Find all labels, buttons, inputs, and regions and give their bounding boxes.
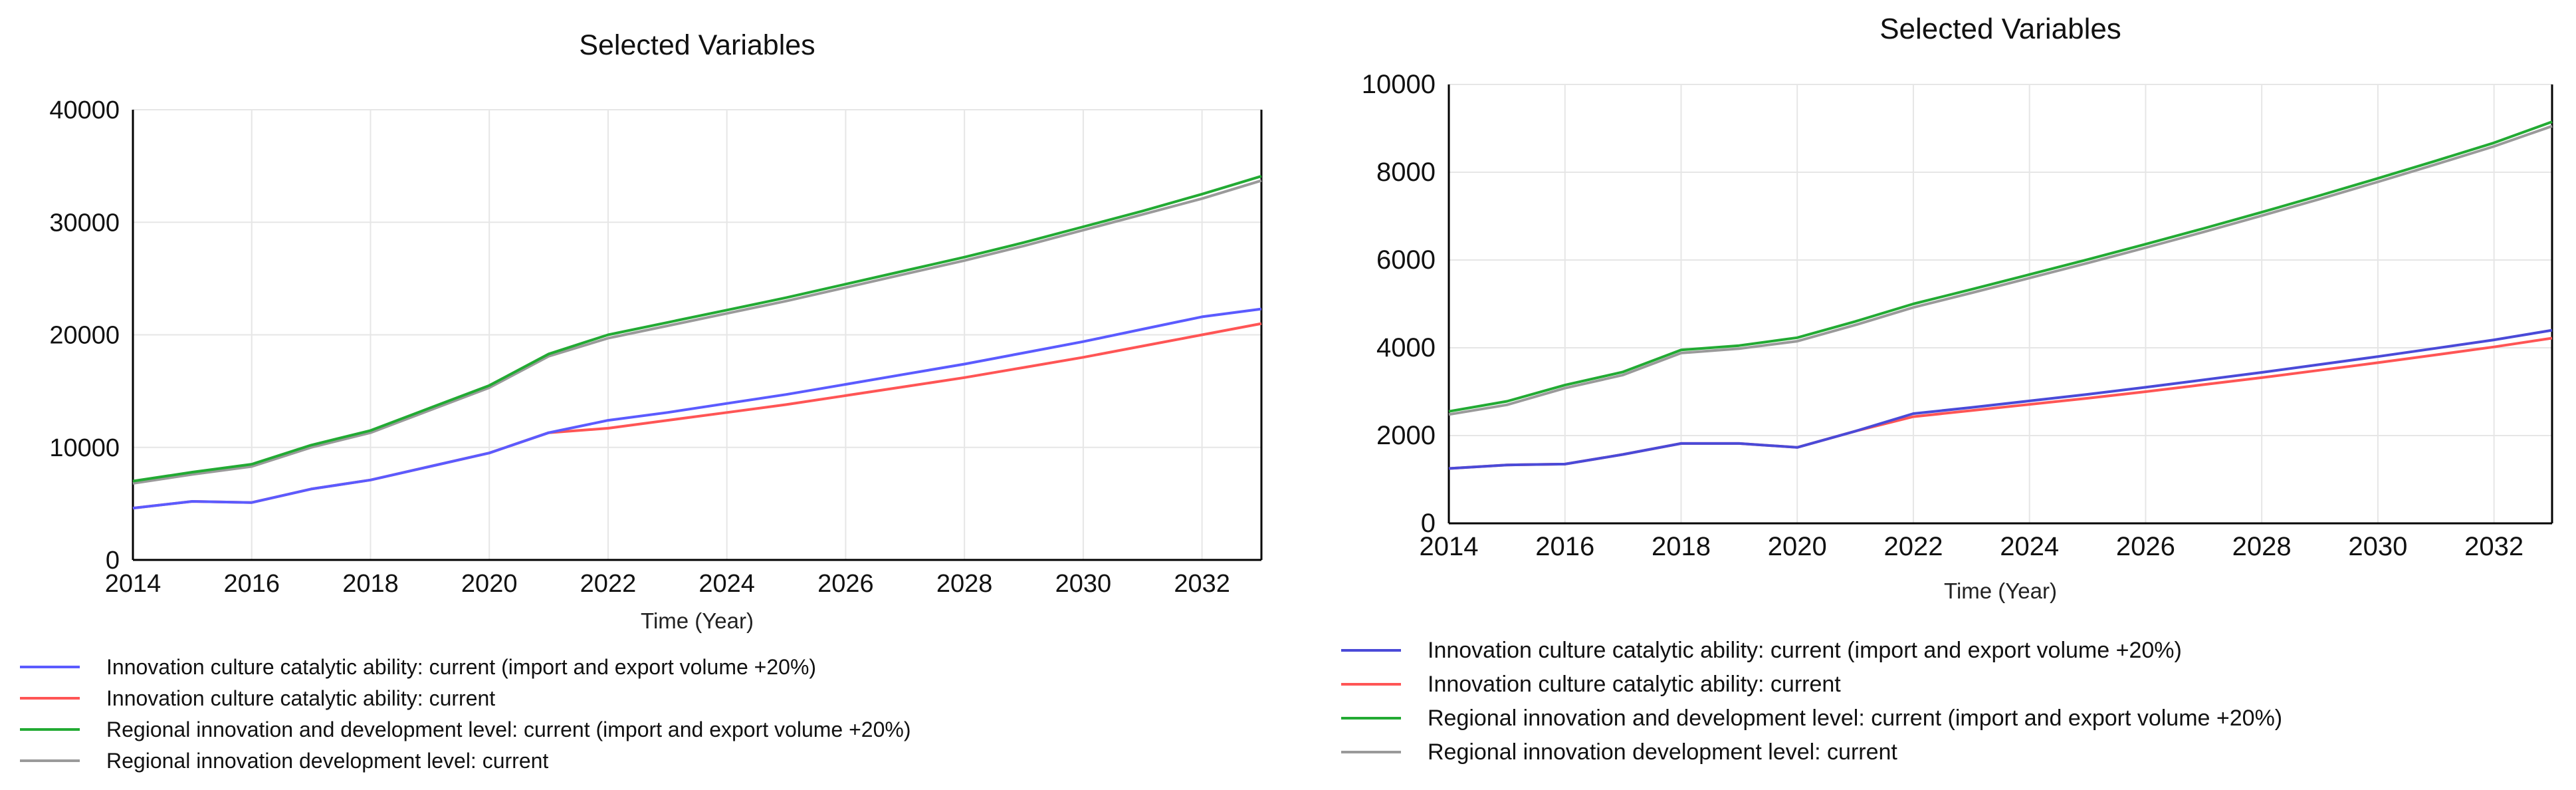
- chart-left-x-tick-label: 2030: [1055, 570, 1112, 598]
- chart-left-x-axis-label: Time (Year): [641, 608, 754, 633]
- chart-left-y-tick-label: 0: [106, 547, 120, 575]
- chart-right-x-tick-label: 2024: [2000, 532, 2059, 561]
- chart-left-series-line: [132, 174, 1262, 483]
- chart-left-legend-label: Regional innovation development level: c…: [106, 749, 548, 773]
- chart-left-x-tick-label: 2024: [698, 570, 755, 598]
- chart-right-x-axis-label: Time (Year): [1944, 579, 2057, 603]
- chart-right-x-tick-label: 2032: [2464, 532, 2523, 561]
- chart-left-legend-label: Innovation culture catalytic ability: cu…: [106, 686, 495, 710]
- chart-left-legend-label: Regional innovation and development leve…: [106, 718, 911, 741]
- chart-left-x-tick-label: 2014: [105, 570, 161, 598]
- chart-right-series-line: [1448, 124, 2553, 416]
- chart-left-series-line: [132, 322, 1262, 510]
- chart-right-y-tick-label: 0: [1421, 509, 1436, 538]
- chart-right-legend-label: Regional innovation development level: c…: [1428, 739, 1897, 765]
- chart-left-series-line: [132, 179, 1262, 485]
- chart-right-legend-label: Innovation culture catalytic ability: cu…: [1428, 672, 1841, 697]
- chart-right-x-tick-label: 2020: [1768, 532, 1827, 561]
- chart-left-x-tick-label: 2020: [461, 570, 518, 598]
- chart-right-x-tick-label: 2016: [1535, 532, 1594, 561]
- chart-right-series-line: [1448, 120, 2553, 413]
- chart-right-y-tick-label: 8000: [1376, 158, 1436, 187]
- chart-right-x-tick-label: 2018: [1652, 532, 1711, 561]
- chart-right-x-tick-label: 2014: [1420, 532, 1479, 561]
- chart-left-y-tick-label: 20000: [49, 322, 120, 350]
- chart-left-legend-label: Innovation culture catalytic ability: cu…: [106, 655, 816, 679]
- chart-right-y-tick-label: 4000: [1376, 333, 1436, 362]
- chart-left-x-tick-label: 2032: [1174, 570, 1230, 598]
- chart-left-y-tick-label: 30000: [49, 209, 120, 237]
- chart-right-series-line: [1448, 329, 2553, 470]
- chart-right-legend-label: Innovation culture catalytic ability: cu…: [1428, 638, 2182, 663]
- chart-right-x-tick-label: 2028: [2232, 532, 2292, 561]
- chart-right-y-tick-label: 6000: [1376, 245, 1436, 275]
- chart-left-x-tick-label: 2026: [817, 570, 874, 598]
- chart-right-title: Selected Variables: [1879, 13, 2121, 45]
- chart-right-x-tick-label: 2022: [1883, 532, 1943, 561]
- chart-right-x-tick-label: 2026: [2116, 532, 2175, 561]
- chart-left-x-tick-label: 2016: [223, 570, 280, 598]
- chart-right-y-tick-label: 10000: [1362, 70, 1436, 99]
- chart-left-y-tick-label: 40000: [49, 96, 120, 124]
- chart-left-x-tick-label: 2022: [580, 570, 637, 598]
- chart-left-series-line: [132, 307, 1262, 510]
- chart-left-x-tick-label: 2028: [936, 570, 993, 598]
- chart-right: Selected Variables 0 2000 4000 6000 8000 10000…: [1341, 13, 2553, 765]
- chart-right-x-tick-label: 2030: [2348, 532, 2407, 561]
- chart-left-x-tick-label: 2018: [342, 570, 399, 598]
- chart-left-title: Selected Variables: [579, 29, 815, 61]
- chart-panel-left: Selected Variables 0 10000 20000 30000 40000 2…: [20, 29, 1263, 773]
- chart-panel-right: Selected Variables 0 2000 4000 6000 8000 10000…: [1288, 0, 2576, 790]
- chart-left-y-tick-label: 10000: [49, 434, 120, 462]
- chart-right-y-tick-label: 2000: [1376, 421, 1436, 450]
- chart-right-legend-label: Regional innovation and development leve…: [1428, 706, 2282, 731]
- chart-left: Selected Variables 0 10000 20000 30000 40000 2…: [20, 29, 1263, 773]
